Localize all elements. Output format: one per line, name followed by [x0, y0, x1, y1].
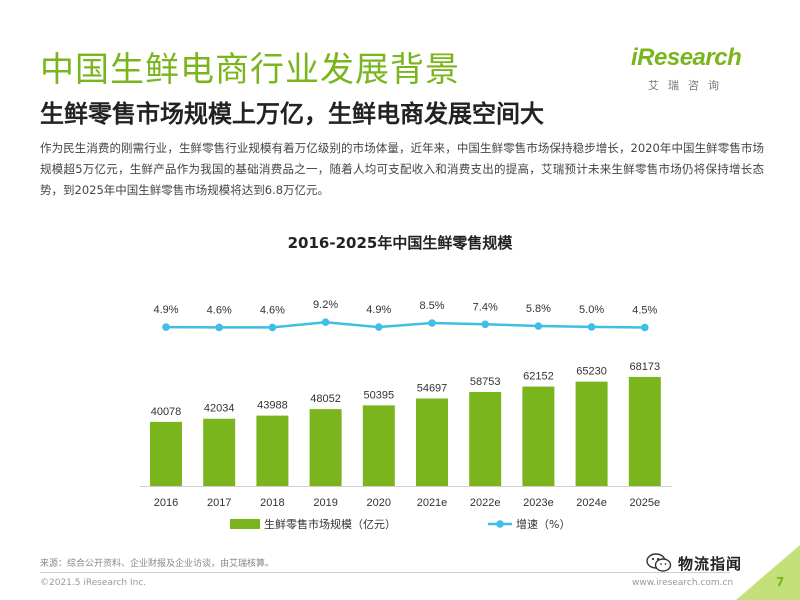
growth-point-2019 — [321, 318, 330, 327]
iresearch-logo: iResearch 艾瑞咨询 — [628, 44, 758, 96]
bar-label-2016: 40078 — [151, 406, 182, 418]
logo-subtitle: 艾瑞咨询 — [648, 79, 728, 92]
growth-line — [165, 320, 645, 329]
growth-label-2022e: 7.4% — [473, 301, 498, 313]
website-url[interactable]: www.iresearch.com.cn — [632, 578, 734, 588]
x-tick-2025e: 2025e — [630, 497, 661, 509]
growth-label-2017: 4.6% — [207, 304, 232, 316]
corner-decoration — [736, 545, 800, 600]
bar-label-2025e: 68173 — [630, 361, 661, 373]
bar-2024e — [575, 381, 608, 486]
growth-point-2018 — [268, 323, 277, 332]
copyright-text: ©2021.5 iResearch Inc. — [40, 578, 147, 588]
x-tick-2020: 2020 — [367, 497, 391, 509]
x-tick-2021e: 2021e — [417, 497, 448, 509]
bar-label-2019: 48052 — [310, 393, 341, 405]
growth-label-2020: 4.9% — [366, 304, 391, 316]
legend-bar-label: 生鲜零售市场规模（亿元） — [264, 517, 396, 531]
growth-label-2018: 4.6% — [260, 304, 285, 316]
growth-label-2019: 9.2% — [313, 299, 338, 311]
wechat-icon — [646, 553, 672, 572]
growth-point-2016 — [162, 323, 170, 331]
legend-bar-swatch — [230, 519, 260, 529]
growth-point-2017 — [215, 323, 223, 332]
bar-2016 — [150, 421, 182, 486]
x-tick-2023e: 2023e — [523, 497, 554, 509]
growth-point-2020 — [375, 323, 383, 331]
bar-label-2020: 50395 — [364, 389, 395, 401]
wechat-watermark: 物流指闻 — [646, 552, 742, 574]
x-tick-2024e: 2024e — [576, 497, 607, 509]
source-note: 来源：综合公开资料、企业财报及企业访谈，由艾瑞核算。 — [40, 559, 275, 569]
growth-point-2024e — [587, 323, 596, 331]
bar-2021e — [416, 398, 448, 486]
growth-point-2021e — [428, 319, 436, 327]
growth-label-2016: 4.9% — [153, 304, 178, 316]
x-tick-2019: 2019 — [313, 497, 337, 509]
growth-point-2022e — [481, 320, 490, 329]
page-title: 中国生鲜电商行业发展背景 — [40, 50, 460, 90]
bar-label-2021e: 54697 — [417, 382, 448, 394]
footer-divider — [40, 572, 730, 573]
bar-2020 — [362, 405, 395, 486]
bar-2019 — [309, 409, 342, 486]
legend-line-label: 增速（%） — [516, 517, 570, 531]
x-tick-2018: 2018 — [260, 497, 284, 509]
x-tick-2022e: 2022e — [470, 497, 501, 509]
chart-title: 2016-2025年中国生鲜零售规模 — [287, 234, 513, 252]
bar-label-2017: 42034 — [204, 403, 235, 415]
growth-label-2025e: 4.5% — [632, 305, 657, 317]
legend-line-marker — [496, 520, 504, 528]
growth-label-2023e: 5.8% — [526, 303, 551, 315]
description-paragraph: 作为民生消费的刚需行业，生鲜零售行业规模有着万亿级别的市场体量，近年来，中国生鲜… — [40, 141, 764, 197]
bar-2023e — [522, 386, 555, 486]
growth-label-2024e: 5.0% — [579, 304, 604, 316]
growth-point-2023e — [534, 322, 543, 330]
growth-point-2025e — [641, 323, 649, 332]
logo-wordmark: iResearch — [631, 44, 742, 71]
bar-label-2023e: 62152 — [523, 371, 554, 383]
watermark-text: 物流指闻 — [678, 554, 743, 573]
bar-2022e — [469, 391, 502, 486]
page-subtitle: 生鲜零售市场规模上万亿，生鲜电商发展空间大 — [40, 100, 544, 128]
bar-2018 — [256, 415, 289, 486]
bar-label-2018: 43988 — [257, 400, 288, 412]
growth-label-2021e: 8.5% — [419, 300, 444, 312]
bar-2017 — [203, 418, 236, 486]
bar-label-2022e: 58753 — [470, 376, 501, 388]
bar-2025e — [628, 376, 661, 486]
bar-label-2024e: 65230 — [576, 366, 607, 378]
x-tick-2017: 2017 — [207, 497, 231, 509]
page-number: 7 — [776, 575, 785, 589]
x-tick-2016: 2016 — [154, 497, 178, 509]
